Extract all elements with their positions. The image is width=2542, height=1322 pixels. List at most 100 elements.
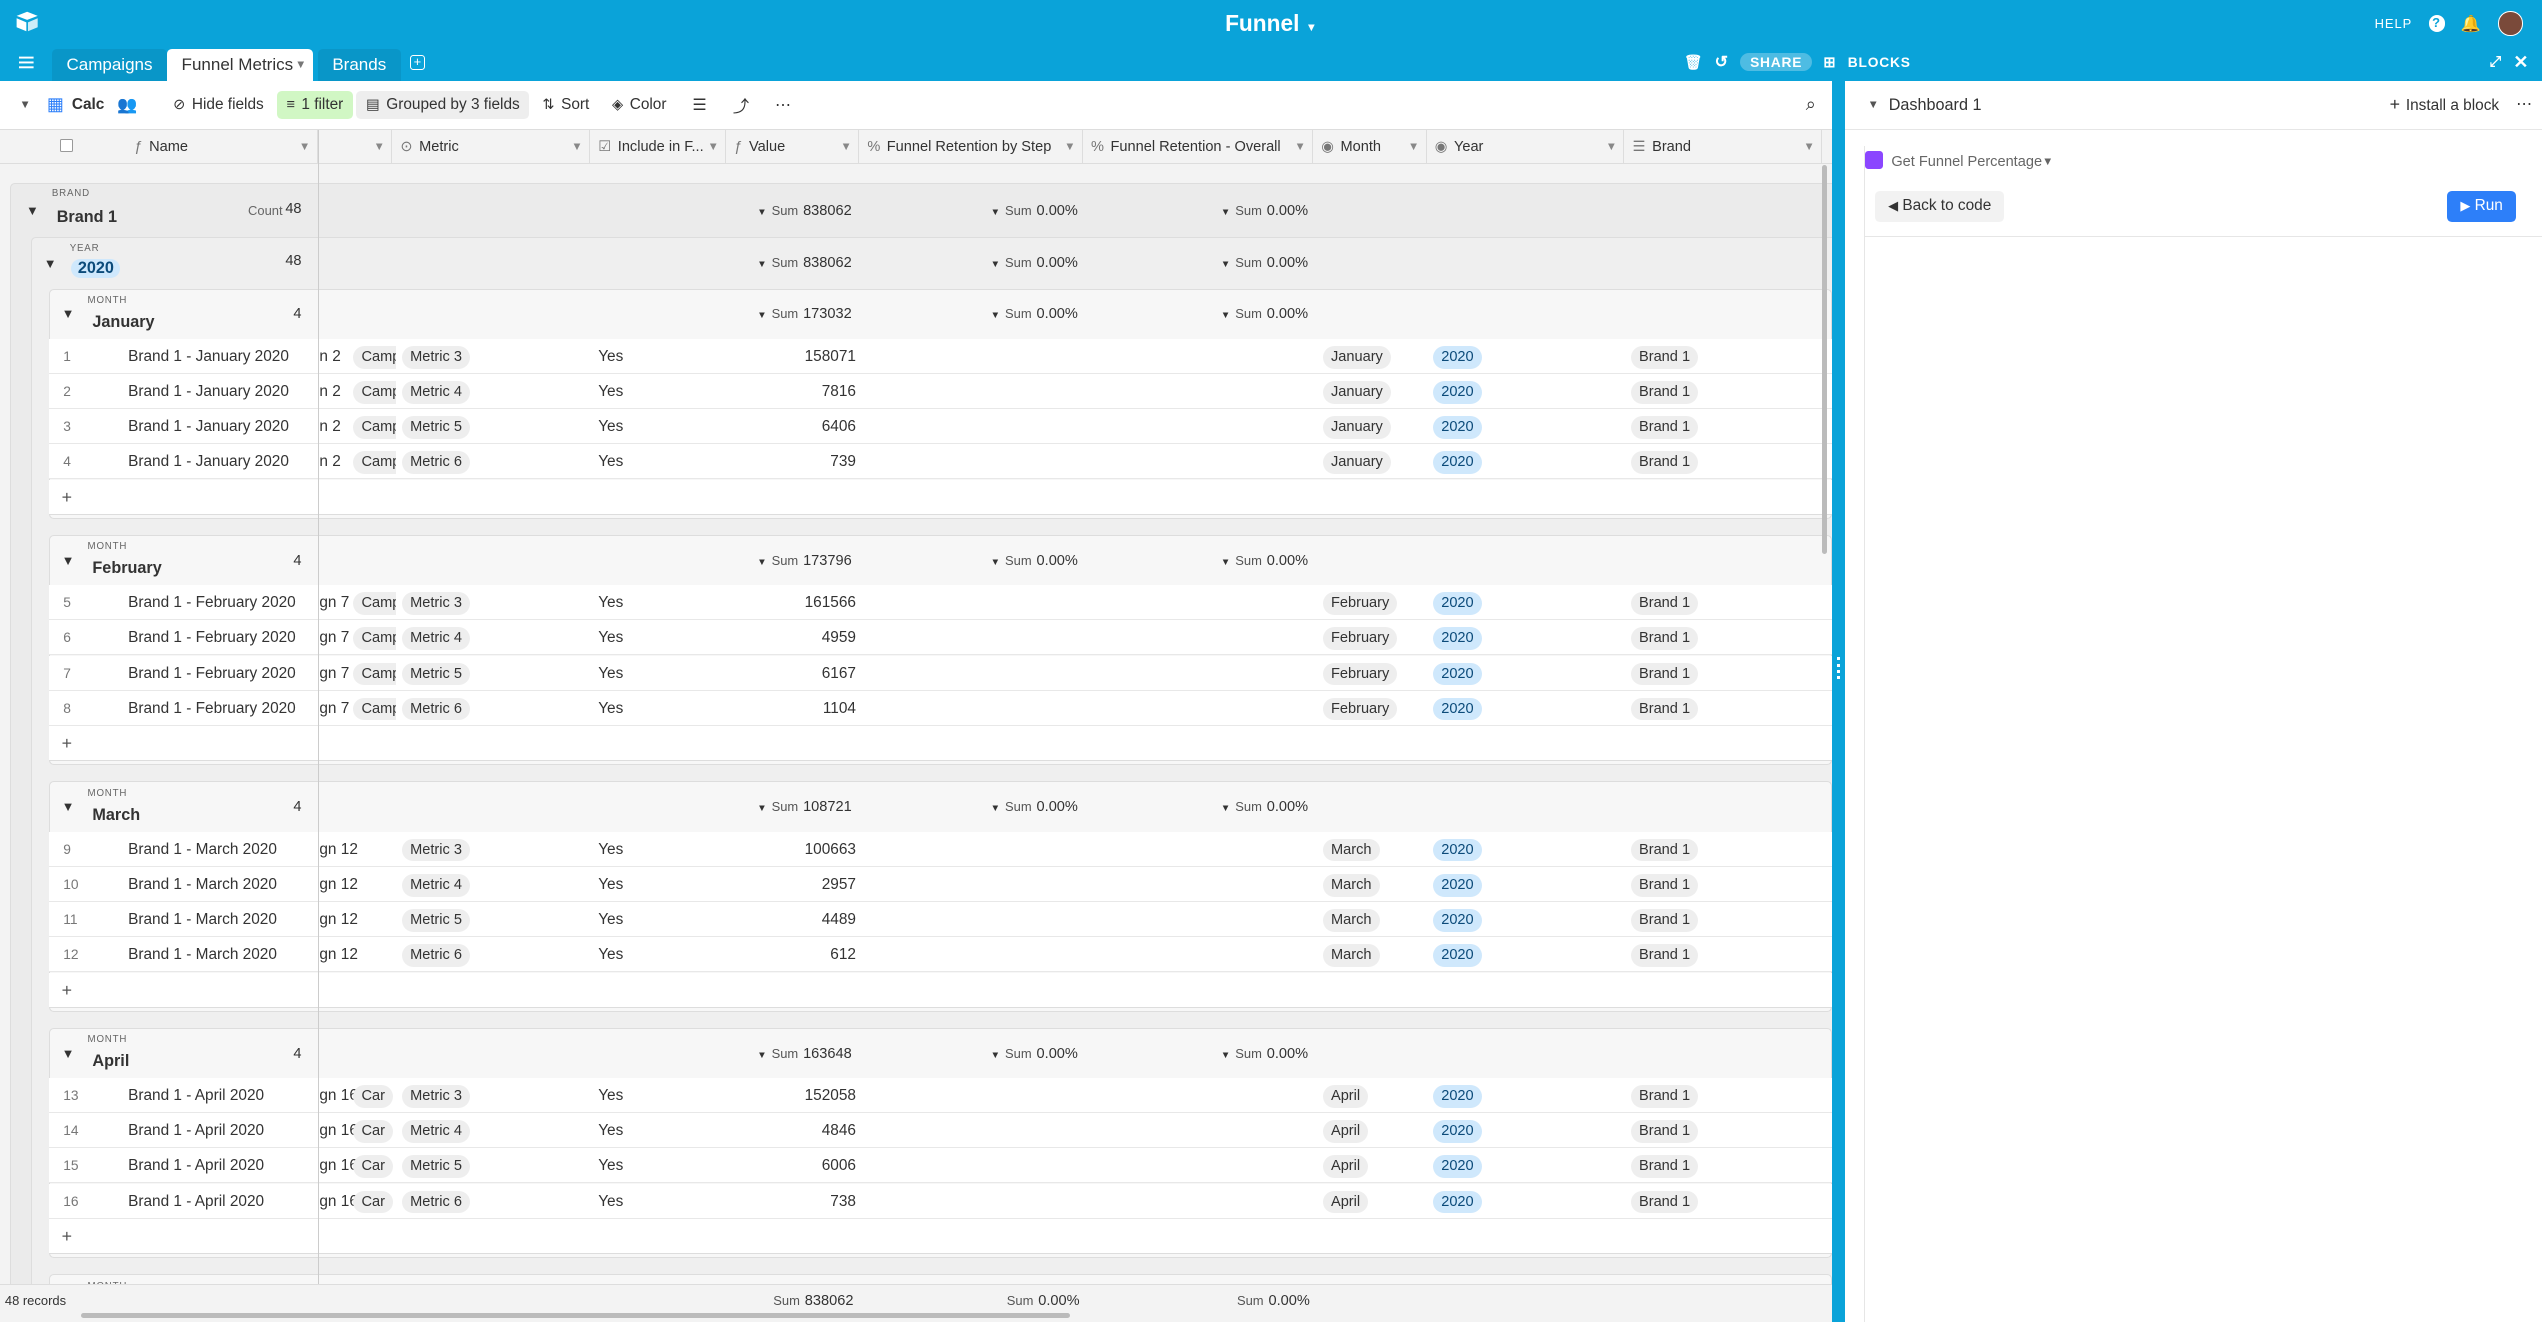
- value-cell[interactable]: 6406: [821, 418, 856, 436]
- include-cell[interactable]: Yes: [598, 664, 624, 682]
- metric-cell[interactable]: Metric 6: [402, 691, 471, 726]
- chevron-down-icon[interactable]: ▼: [1220, 206, 1231, 218]
- brand-cell[interactable]: Brand 1: [1630, 656, 1699, 691]
- campaign-link[interactable]: n 2: [319, 383, 341, 400]
- more-icon[interactable]: ⋯: [775, 95, 792, 114]
- value-cell[interactable]: 4959: [821, 629, 856, 647]
- campaign-link-2[interactable]: [353, 902, 395, 937]
- metric-cell[interactable]: Metric 4: [402, 374, 471, 409]
- record-name[interactable]: Brand 1 - April 2020: [128, 1157, 265, 1175]
- include-cell[interactable]: Yes: [598, 347, 624, 365]
- chevron-down-icon[interactable]: ▼: [1220, 1049, 1231, 1061]
- campaign-pill[interactable]: Campa: [353, 416, 396, 439]
- campaign-pill[interactable]: Campa: [353, 697, 396, 721]
- year-cell[interactable]: 2020: [1433, 656, 1482, 691]
- add-record-button[interactable]: +: [48, 1219, 1832, 1255]
- year-cell[interactable]: 2020: [1433, 1113, 1482, 1148]
- base-title-text[interactable]: Funnel: [1225, 9, 1300, 36]
- brand-cell[interactable]: Brand 1: [1630, 867, 1699, 902]
- chevron-down-icon[interactable]: ▼: [1294, 140, 1306, 153]
- share-view-icon[interactable]: ⤴: [732, 97, 750, 116]
- year-cell[interactable]: 2020: [1433, 937, 1482, 972]
- value-cell[interactable]: 4846: [821, 1122, 856, 1140]
- close-icon[interactable]: ✕: [2513, 51, 2530, 72]
- chevron-down-icon[interactable]: ▼: [1867, 98, 1879, 111]
- panel-splitter[interactable]: [1831, 81, 1845, 1322]
- record-name[interactable]: Brand 1 - January 2020: [128, 453, 289, 471]
- chevron-down-icon[interactable]: ▼: [1064, 140, 1076, 153]
- collaborators-icon[interactable]: 👥: [117, 95, 138, 114]
- record-name[interactable]: Brand 1 - January 2020: [128, 383, 289, 400]
- table-row[interactable]: 9 Brand 1 - March 2020 gn 12 Metric 3 Yes 100…: [48, 831, 1832, 867]
- month-cell[interactable]: February: [1322, 620, 1398, 655]
- brand-cell[interactable]: Brand 1: [1630, 620, 1699, 655]
- metric-pill[interactable]: Metric 6: [402, 1190, 471, 1214]
- metric-pill[interactable]: Metric 4: [402, 627, 471, 651]
- campaign-link[interactable]: gn 7: [319, 629, 350, 647]
- campaign-link-2[interactable]: Car: [353, 1184, 395, 1219]
- brand-cell[interactable]: Brand 1: [1630, 1113, 1699, 1148]
- table-row[interactable]: 15 Brand 1 - April 2020 gn 16 Car Metric 5 Ye…: [48, 1148, 1832, 1184]
- metric-pill[interactable]: Metric 4: [402, 381, 471, 404]
- chevron-down-icon[interactable]: ▼: [990, 206, 1001, 218]
- brand-cell[interactable]: Brand 1: [1630, 585, 1699, 620]
- chevron-down-icon[interactable]: ▼: [990, 1049, 1001, 1061]
- campaign-pill[interactable]: Campa: [353, 381, 396, 404]
- collapse-icon[interactable]: ▼: [61, 1045, 75, 1061]
- collapse-icon[interactable]: ▼: [43, 256, 57, 272]
- metric-cell[interactable]: Metric 4: [402, 867, 471, 902]
- column-header[interactable]: ☰ Brand ▼: [1624, 129, 1823, 164]
- view-name[interactable]: Calc: [71, 95, 105, 113]
- help-icon[interactable]: ?: [2428, 15, 2445, 32]
- value-cell[interactable]: 152058: [804, 1087, 856, 1105]
- chevron-down-icon[interactable]: ▼: [1605, 140, 1617, 153]
- column-header[interactable]: ☑ Include in F... ▼: [590, 129, 727, 164]
- year-cell[interactable]: 2020: [1433, 374, 1482, 409]
- chevron-down-icon[interactable]: ▼: [990, 556, 1001, 568]
- metric-pill[interactable]: Metric 5: [402, 1155, 471, 1179]
- campaign-link-2[interactable]: [353, 832, 395, 867]
- block-name[interactable]: Get Funnel Percentage: [1891, 153, 2043, 170]
- table-row[interactable]: 3 Brand 1 - January 2020 n 2 Campa Metric 5 Y…: [48, 409, 1832, 445]
- record-name[interactable]: Brand 1 - February 2020: [128, 699, 296, 717]
- campaign-link[interactable]: gn 12: [319, 911, 358, 929]
- brand-cell[interactable]: Brand 1: [1630, 1184, 1699, 1219]
- column-header[interactable]: ◉ Year ▼: [1427, 129, 1625, 164]
- month-cell[interactable]: April: [1322, 1113, 1369, 1148]
- include-cell[interactable]: Yes: [598, 594, 624, 612]
- campaign-link-2[interactable]: Car: [353, 1113, 395, 1148]
- include-cell[interactable]: Yes: [598, 1157, 624, 1175]
- chevron-down-icon[interactable]: ▼: [990, 803, 1001, 815]
- metric-pill[interactable]: Metric 3: [402, 345, 471, 369]
- group-button[interactable]: ▤ Grouped by 3 fields: [356, 91, 530, 119]
- campaign-pill[interactable]: Campa: [353, 592, 396, 615]
- value-cell[interactable]: 6167: [821, 664, 856, 682]
- metric-cell[interactable]: Metric 6: [402, 937, 471, 972]
- year-cell[interactable]: 2020: [1433, 832, 1482, 867]
- campaign-link-2[interactable]: Campa: [353, 585, 396, 620]
- year-cell[interactable]: 2020: [1433, 902, 1482, 937]
- brand-cell[interactable]: Brand 1: [1630, 1078, 1699, 1113]
- campaign-link-2[interactable]: Campa: [353, 339, 396, 374]
- filter-button[interactable]: ≡ 1 filter: [276, 91, 354, 119]
- add-record-button[interactable]: +: [48, 972, 1832, 1008]
- table-row[interactable]: 5 Brand 1 - February 2020 gn 7Campa Metric …: [48, 585, 1832, 621]
- drag-handle-icon[interactable]: [1836, 656, 1840, 680]
- campaign-pill[interactable]: Car: [353, 1155, 394, 1179]
- record-name[interactable]: Brand 1 - April 2020: [128, 1192, 265, 1210]
- campaign-link[interactable]: n 2: [319, 418, 341, 436]
- chevron-down-icon[interactable]: ▼: [19, 98, 31, 111]
- include-cell[interactable]: Yes: [598, 1122, 624, 1140]
- add-record-button[interactable]: +: [48, 479, 1832, 515]
- campaign-pill[interactable]: Campa: [353, 451, 396, 475]
- campaign-link[interactable]: gn 16: [319, 1122, 358, 1140]
- campaign-link-2[interactable]: Car: [353, 1148, 395, 1183]
- chevron-down-icon[interactable]: ▼: [757, 310, 767, 322]
- campaign-link-2[interactable]: [353, 867, 395, 902]
- trash-icon[interactable]: 🗑: [1683, 55, 1704, 72]
- metric-pill[interactable]: Metric 4: [402, 1120, 471, 1143]
- more-icon[interactable]: ⋯: [2516, 95, 2533, 114]
- metric-pill[interactable]: Metric 6: [402, 697, 471, 721]
- value-cell[interactable]: 739: [830, 453, 856, 471]
- table-row[interactable]: 4 Brand 1 - January 2020 n 2 CampaMetric 6 Y…: [48, 444, 1832, 480]
